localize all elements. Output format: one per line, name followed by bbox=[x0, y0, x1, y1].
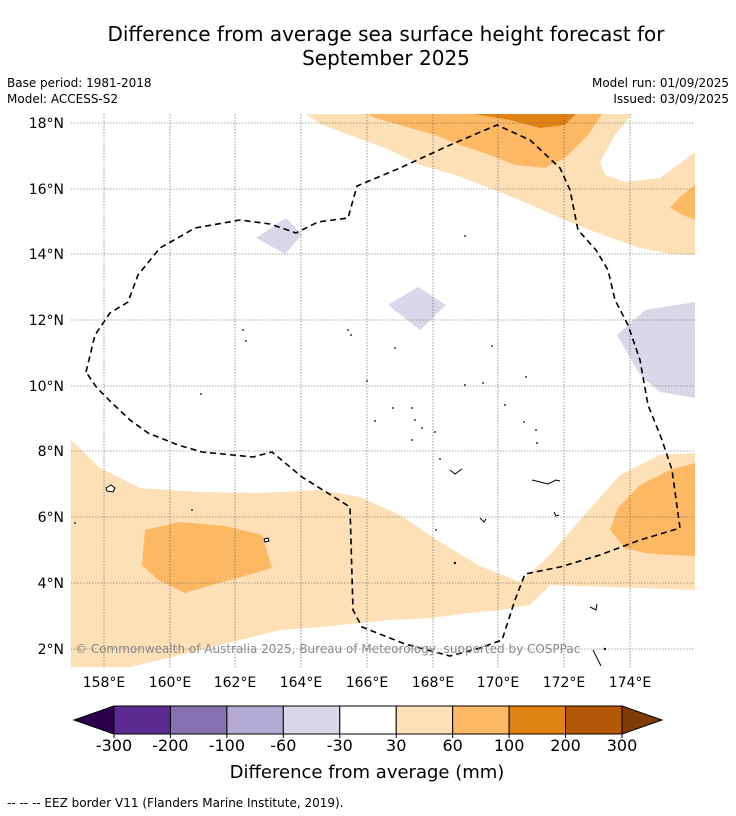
model-run: Model run: 01/09/2025 bbox=[591, 76, 729, 90]
colorbar-tick-label-0: -300 bbox=[96, 736, 132, 755]
islands bbox=[105, 468, 602, 667]
colorbar: -300 -200 -100 -60 -30 30 60 100 200 300 bbox=[72, 705, 664, 755]
lon-label-6: 170°E bbox=[477, 675, 520, 691]
colorbar-segment-7 bbox=[508, 705, 567, 735]
colorbar-segment-3 bbox=[282, 705, 341, 735]
colorbar-segment-5 bbox=[395, 705, 454, 735]
island-atoll-4 bbox=[589, 603, 598, 611]
lat-label-1: 16°N bbox=[29, 182, 64, 198]
island-atoll-1 bbox=[449, 468, 463, 475]
eez-footnote: -- -- -- EEZ border V11 (Flanders Marine… bbox=[7, 796, 344, 810]
contour-positive-100-200-north bbox=[474, 114, 576, 128]
lat-label-0: 18°N bbox=[29, 116, 64, 132]
lat-label-4: 10°N bbox=[29, 379, 64, 395]
colorbar-tick-label-2: -100 bbox=[209, 736, 245, 755]
lat-label-2: 14°N bbox=[29, 247, 64, 263]
colorbar-segment-1 bbox=[169, 705, 228, 735]
colorbar-segment-2 bbox=[226, 705, 284, 735]
island-kosrae bbox=[263, 537, 270, 543]
colorbar-tick-label-3: -60 bbox=[270, 736, 296, 755]
lat-label-6: 6°N bbox=[38, 510, 64, 526]
contour-positive-30-60-south bbox=[71, 440, 695, 667]
island-majuro bbox=[531, 479, 561, 485]
colorbar-segment-0 bbox=[113, 705, 171, 735]
colorbar-tick-label-4: -30 bbox=[327, 736, 353, 755]
issued-date: Issued: 03/09/2025 bbox=[613, 92, 729, 106]
colorbar-extend-low bbox=[72, 705, 115, 735]
colorbar-tick-label-6: 60 bbox=[442, 736, 462, 755]
lon-label-0: 158°E bbox=[83, 675, 126, 691]
lat-label-5: 8°N bbox=[38, 444, 64, 460]
island-atoll-3 bbox=[553, 511, 560, 517]
title-line-2: September 2025 bbox=[302, 46, 470, 70]
contour-positive-60-100-northeast bbox=[670, 185, 695, 220]
longitude-labels: 158°E 160°E 162°E 164°E 166°E 168°E 170°E 172°E… bbox=[83, 675, 652, 691]
colorbar-segment-8 bbox=[565, 705, 623, 735]
island-atoll-5 bbox=[592, 649, 602, 667]
copyright-notice: © Commonwealth of Australia 2025, Bureau… bbox=[75, 642, 580, 656]
colorbar-tick-label-5: 30 bbox=[386, 736, 406, 755]
contour-negative-patch-1 bbox=[256, 218, 302, 254]
island-atoll-2 bbox=[479, 517, 487, 523]
colorbar-extend-high bbox=[621, 705, 664, 735]
meta-left: Base period: 1981-2018 Model: ACCESS-S2 bbox=[7, 75, 152, 107]
lon-label-2: 162°E bbox=[214, 675, 257, 691]
colorbar-tick-label-8: 200 bbox=[550, 736, 581, 755]
small-islets bbox=[74, 235, 607, 651]
colorbar-segment-4 bbox=[339, 705, 397, 735]
lon-label-5: 168°E bbox=[412, 675, 455, 691]
contour-negative-patch-3 bbox=[617, 302, 695, 398]
meta-right: Model run: 01/09/2025 Issued: 03/09/2025 bbox=[592, 75, 729, 107]
eez-border bbox=[85, 124, 681, 657]
contour-positive-30-60-north bbox=[305, 114, 695, 255]
lon-label-8: 174°E bbox=[609, 675, 652, 691]
colorbar-segment-6 bbox=[452, 705, 510, 735]
contour-positive-60-100-southwest bbox=[142, 522, 272, 593]
map-title: Difference from average sea surface heig… bbox=[0, 22, 736, 70]
colorbar-title: Difference from average (mm) bbox=[230, 762, 505, 783]
colorbar-tick-label-7: 100 bbox=[494, 736, 525, 755]
model-name: Model: ACCESS-S2 bbox=[7, 92, 119, 106]
lon-label-4: 166°E bbox=[346, 675, 389, 691]
lat-label-3: 12°N bbox=[29, 313, 64, 329]
colorbar-tick-label-9: 300 bbox=[607, 736, 638, 755]
base-period: Base period: 1981-2018 bbox=[7, 76, 152, 90]
colorbar-tick-label-1: -200 bbox=[152, 736, 188, 755]
lon-label-1: 160°E bbox=[149, 675, 192, 691]
map-area: © Commonwealth of Australia 2025, Bureau… bbox=[71, 114, 695, 668]
lat-label-7: 4°N bbox=[38, 576, 64, 592]
lon-label-3: 164°E bbox=[280, 675, 323, 691]
latitude-labels: 18°N 16°N 14°N 12°N 10°N 8°N 6°N 4°N 2°N bbox=[29, 116, 64, 658]
contour-negative-patch-2 bbox=[388, 287, 446, 330]
graticule bbox=[71, 114, 695, 668]
island-pohnpei bbox=[105, 484, 116, 493]
lon-label-7: 172°E bbox=[543, 675, 586, 691]
title-line-1: Difference from average sea surface heig… bbox=[107, 22, 665, 46]
lat-label-8: 2°N bbox=[38, 642, 64, 658]
